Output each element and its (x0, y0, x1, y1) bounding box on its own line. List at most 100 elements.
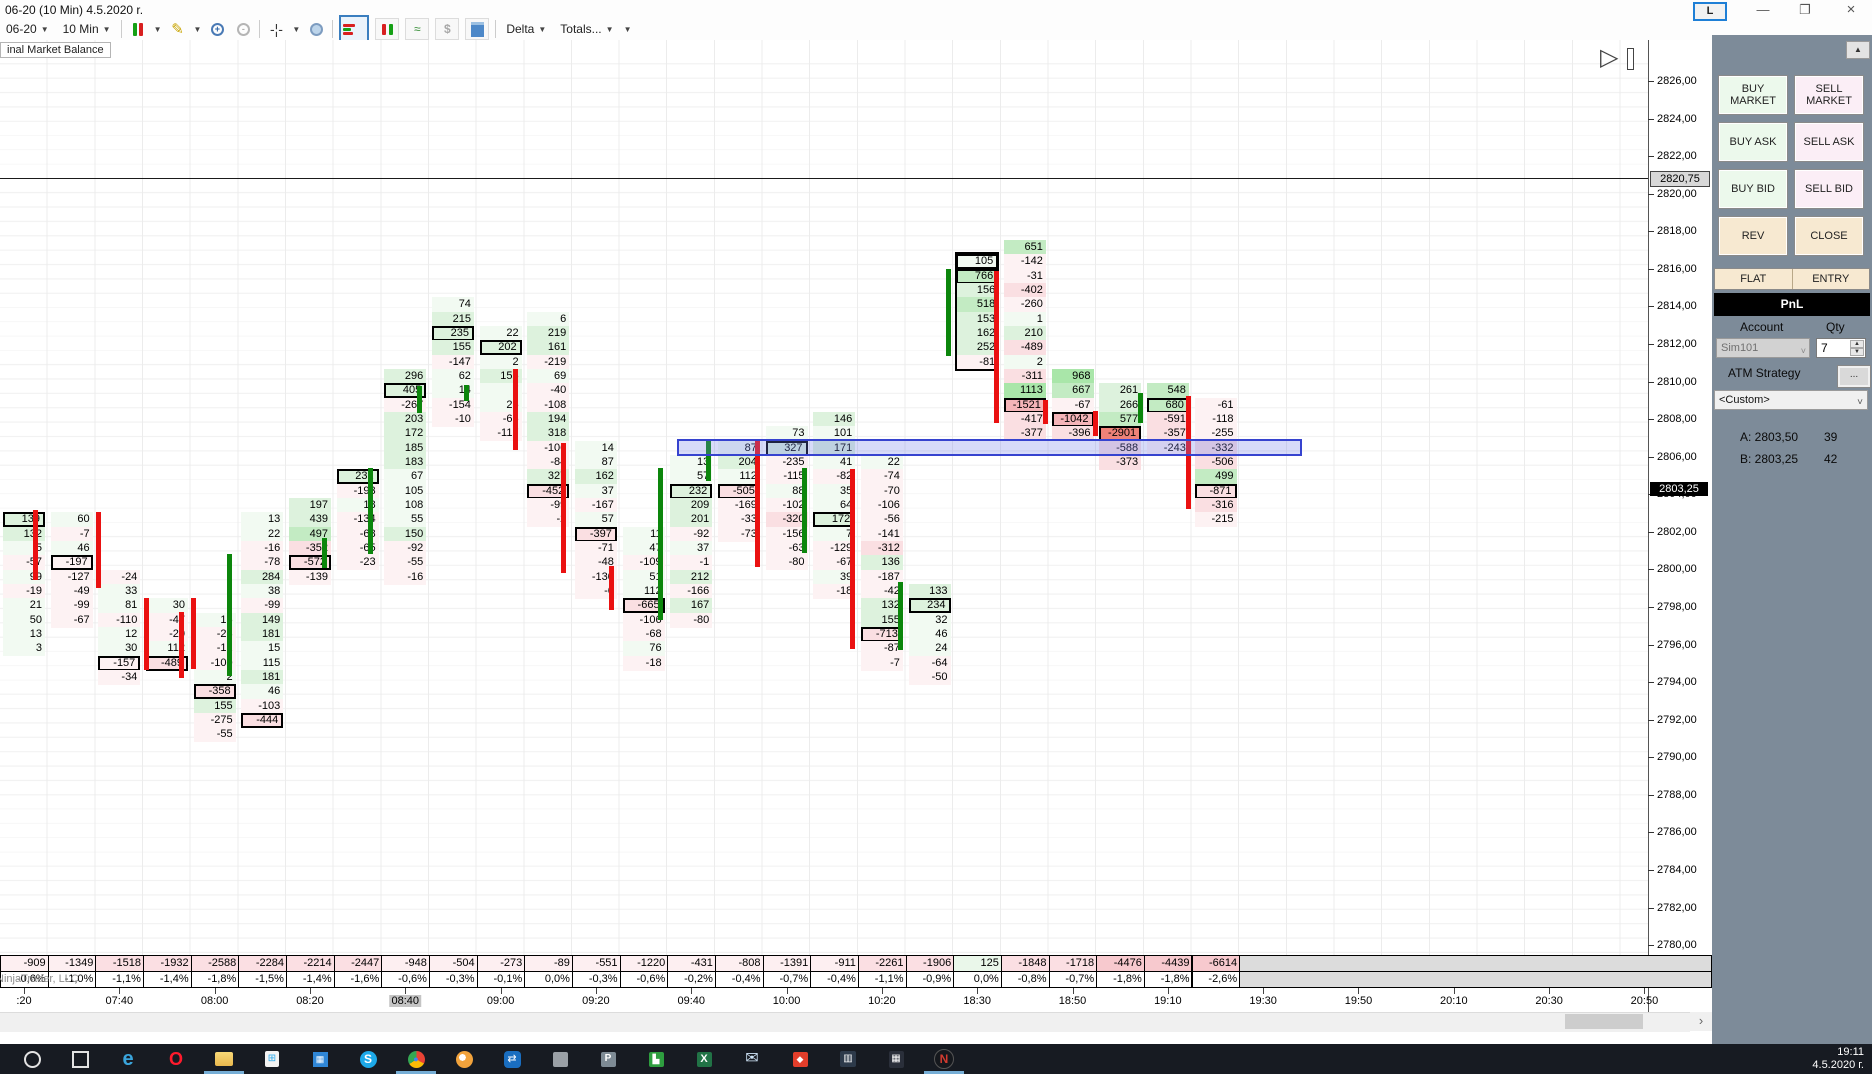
minimize-button[interactable]: — (1756, 2, 1770, 17)
taskbar-icon-chrome[interactable]: ● (392, 1044, 440, 1074)
panel-scroll-up-icon[interactable]: ▲ (1846, 41, 1870, 59)
chevron-down-icon[interactable]: ▼ (193, 24, 202, 34)
taskbar-icon-teamviewer[interactable]: ⇄ (488, 1044, 536, 1074)
delta-cell: -154 (431, 397, 474, 413)
delta-cell: 171 (813, 440, 856, 456)
interval-selector[interactable]: 10 Min ▼ (59, 20, 115, 38)
pnl-display[interactable]: PnL (1714, 293, 1870, 316)
reverse-button[interactable]: REV (1718, 216, 1788, 256)
taskbar-icon-utility-gray[interactable] (536, 1044, 584, 1074)
volume-bars-icon[interactable] (375, 18, 400, 40)
delta-cell: -243 (1146, 440, 1189, 456)
taskbar-icon-metatrader[interactable]: ▙ (632, 1044, 680, 1074)
qty-down-icon[interactable]: ▼ (1850, 348, 1864, 356)
price-label: 2784,00 (1657, 863, 1697, 876)
flat-button[interactable]: FLAT (1740, 273, 1767, 285)
delta-cell: -74 (860, 469, 903, 485)
taskbar-icon-app-p[interactable]: P (584, 1044, 632, 1074)
buy-bid-button[interactable]: BUY BID (1718, 169, 1788, 209)
taskbar-icon-ninjatrader[interactable]: N (920, 1044, 968, 1074)
taskbar-icon-skype[interactable]: S (344, 1044, 392, 1074)
link-button[interactable]: L (1693, 2, 1727, 21)
price-axis[interactable] (1648, 40, 1712, 1012)
delta-cell: -713 (860, 626, 903, 642)
chevron-down-icon[interactable]: ▼ (623, 24, 632, 34)
candle-bar (417, 386, 422, 413)
scrollbar-right-arrow[interactable]: › (1690, 1012, 1712, 1031)
account-select[interactable]: Sim101 ˅ (1716, 338, 1810, 358)
total-delta-cell: -2588 (190, 955, 240, 972)
time-tick (977, 988, 979, 994)
atm-options-button[interactable]: ... (1837, 365, 1871, 388)
restore-button[interactable]: ❐ (1799, 2, 1811, 17)
close-button[interactable]: × (1846, 1, 1856, 18)
delta-indicator-selector[interactable]: Delta ▼ (502, 20, 550, 38)
total-delta-cell: -551 (571, 955, 621, 972)
price-label: 2780,00 (1657, 939, 1697, 952)
price-tick (1648, 343, 1654, 345)
scrollbar-thumb[interactable] (1565, 1014, 1643, 1029)
zoom-out-icon[interactable]: - (233, 20, 253, 38)
sell-bid-button[interactable]: SELL BID (1794, 169, 1864, 209)
taskbar-icon-mail[interactable]: ✉ (728, 1044, 776, 1074)
sell-ask-button[interactable]: SELL ASK (1794, 122, 1864, 162)
delta-cell: -452 (527, 483, 570, 499)
chevron-down-icon[interactable]: ▼ (292, 24, 301, 34)
atm-strategy-select[interactable]: <Custom> ˅ (1714, 390, 1868, 410)
price-tick (1648, 907, 1654, 909)
dollar-icon[interactable]: $ (435, 18, 460, 40)
taskbar-icon-file-explorer[interactable] (200, 1044, 248, 1074)
delta-cell: -505 (717, 483, 760, 499)
table-view-icon[interactable] (465, 18, 490, 40)
taskbar-icon-search[interactable] (8, 1044, 56, 1074)
chevron-down-icon: ▼ (40, 24, 49, 34)
taskbar-icon-calculator[interactable]: ▦ (872, 1044, 920, 1074)
chevron-down-icon[interactable]: ▼ (153, 24, 162, 34)
totals-indicator-selector[interactable]: Totals... ▼ (556, 20, 617, 38)
total-delta-cell: -2284 (238, 955, 287, 972)
chevron-down-icon: ▼ (102, 24, 111, 34)
horizontal-scrollbar[interactable] (0, 1012, 1690, 1032)
chart-style-icon[interactable] (128, 20, 148, 38)
sell-market-button[interactable]: SELL MARKET (1794, 75, 1864, 115)
total-delta-cell: -1848 (1000, 955, 1050, 972)
line-chart-icon[interactable]: ≈ (405, 18, 430, 40)
delta-cell: 64 (813, 497, 856, 513)
delta-cell: 318 (527, 426, 570, 442)
candle-bar (513, 369, 518, 450)
delta-cell: -396 (1051, 426, 1094, 442)
delta-cell: 101 (813, 426, 856, 442)
taskbar-icon-video-editor[interactable]: ▥ (824, 1044, 872, 1074)
taskbar-icon-paint-palette[interactable] (440, 1044, 488, 1074)
taskbar-icon-opera[interactable]: O (152, 1044, 200, 1074)
close-position-button[interactable]: CLOSE (1794, 216, 1864, 256)
drawing-pencil-icon[interactable]: ✎ (171, 21, 184, 38)
playback-marker-icon[interactable]: ▷ (1600, 44, 1640, 74)
footprint-view-icon[interactable] (339, 15, 370, 43)
time-tick (881, 988, 883, 994)
taskbar-icon-task-view[interactable] (56, 1044, 104, 1074)
quantity-stepper[interactable]: 7 ▲ ▼ (1816, 338, 1866, 358)
taskbar-icon-calendar[interactable]: ▦ (296, 1044, 344, 1074)
data-box-icon[interactable] (306, 20, 326, 38)
entry-button[interactable]: ENTRY (1812, 273, 1850, 285)
candle-bar (609, 566, 614, 610)
buy-market-button[interactable]: BUY MARKET (1718, 75, 1788, 115)
taskbar-clock[interactable]: 19:11 4.5.2020 г. (1772, 1046, 1864, 1072)
zoom-in-icon[interactable]: + (207, 20, 227, 38)
crosshair-icon[interactable]: -¦- (269, 21, 283, 37)
price-label: 2808,00 (1657, 413, 1697, 426)
delta-cell: 212 (670, 569, 713, 585)
buy-ask-button[interactable]: BUY ASK (1718, 122, 1788, 162)
qty-up-icon[interactable]: ▲ (1850, 340, 1864, 348)
delta-cell: -147 (431, 354, 474, 370)
taskbar-icon-edge[interactable]: e (104, 1044, 152, 1074)
taskbar-icon-app-red[interactable]: ◆ (776, 1044, 824, 1074)
taskbar-icon-excel[interactable]: X (680, 1044, 728, 1074)
taskbar-icon-store[interactable]: ⊞ (248, 1044, 296, 1074)
delta-cell: 62 (431, 368, 474, 384)
candle-bar (1138, 393, 1143, 423)
horizontal-price-line[interactable] (0, 178, 1648, 179)
instrument-selector[interactable]: 06-20 ▼ (2, 20, 53, 38)
time-label: 20:50 (1630, 995, 1659, 1007)
